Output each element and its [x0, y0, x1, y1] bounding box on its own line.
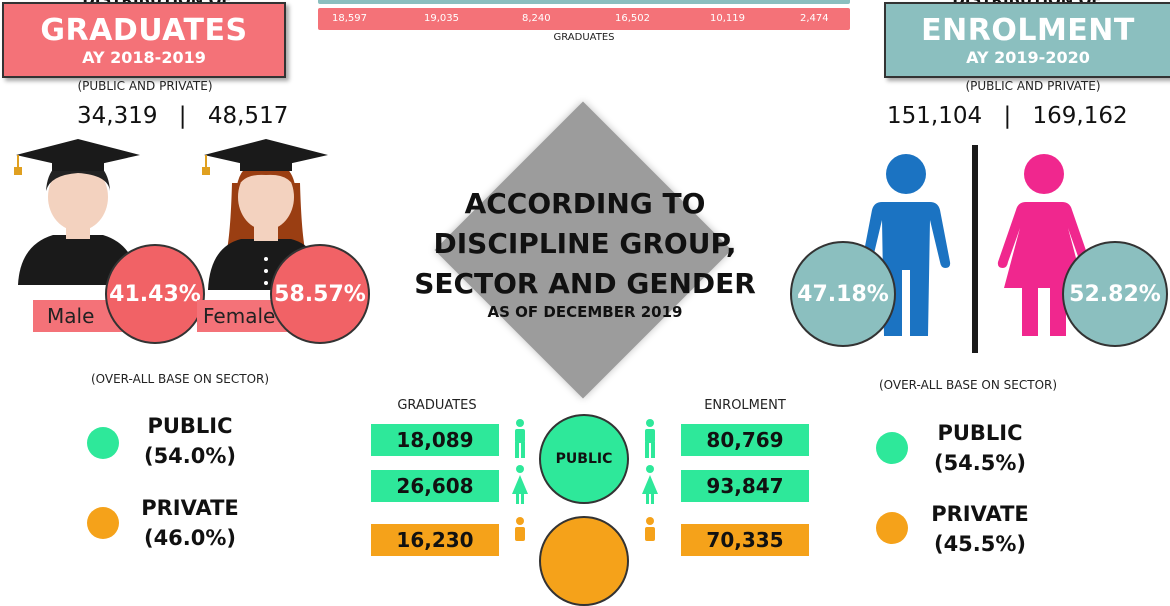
- graduates-public-legend: PUBLIC (54.0%): [130, 411, 250, 471]
- enrolment-banner-year: AY 2019-2020: [966, 48, 1090, 67]
- graduates-public-dot: [87, 427, 119, 459]
- grad-public-male-box: 18,089: [371, 424, 499, 456]
- enrolment-male-count: 151,104: [887, 103, 983, 129]
- graduates-banner-title: GRADUATES: [40, 13, 248, 48]
- enrolment-public-dot: [876, 432, 908, 464]
- top-table-header-strip: [318, 0, 850, 4]
- grad-private-male-box: 16,230: [371, 524, 499, 556]
- center-line-1: ACCORDING TO: [464, 187, 706, 220]
- top-table-value-1: 18,597: [332, 13, 367, 24]
- male-person-icon: [515, 517, 525, 541]
- enrol-private-male-box: 70,335: [681, 524, 809, 556]
- enrolment-male-pct: 47.18%: [797, 281, 889, 307]
- graduates-male-count: 34,319: [77, 103, 158, 129]
- graduates-banner: GRADUATES AY 2018-2019: [2, 2, 286, 78]
- enrolment-public-label: PUBLIC: [937, 421, 1023, 445]
- male-person-icon: [645, 517, 655, 541]
- top-table-value-2: 19,035: [424, 13, 459, 24]
- enrolment-public-legend: PUBLIC (54.5%): [920, 418, 1040, 478]
- public-circle: PUBLIC: [539, 414, 629, 504]
- graduates-public-label: PUBLIC: [147, 414, 233, 438]
- graduates-gender-counts: 34,319 | 48,517: [77, 103, 288, 129]
- graduates-separator: |: [178, 103, 187, 129]
- enrolment-private-dot: [876, 512, 908, 544]
- top-table-value-5: 10,119: [710, 13, 745, 24]
- graduates-private-legend: PRIVATE (46.0%): [130, 493, 250, 553]
- graduates-note: (PUBLIC AND PRIVATE): [77, 79, 213, 93]
- female-pct: 58.57%: [274, 281, 366, 307]
- female-label: Female: [203, 304, 276, 328]
- enrolment-female-pct-circle: 52.82%: [1062, 241, 1168, 347]
- private-circle: [539, 516, 629, 606]
- gender-divider: [972, 145, 978, 353]
- enrolment-private-pct: (45.5%): [933, 532, 1027, 556]
- enrol-public-female-box: 93,847: [681, 470, 809, 502]
- enrolment-banner: ENROLMENT AY 2019-2020: [884, 2, 1170, 78]
- grad-public-female-box: 26,608: [371, 470, 499, 502]
- enrolment-separator: |: [1003, 103, 1012, 129]
- female-pct-circle: 58.57%: [270, 244, 370, 344]
- graduates-private-label: PRIVATE: [141, 496, 239, 520]
- enrolment-private-legend: PRIVATE (45.5%): [920, 499, 1040, 559]
- top-table-value-4: 16,502: [615, 13, 650, 24]
- enrolment-public-pct: (54.5%): [933, 451, 1027, 475]
- center-line-2: DISCIPLINE GROUP,: [433, 227, 737, 260]
- graduates-public-pct: (54.0%): [143, 444, 237, 468]
- top-table-value-6: 2,474: [800, 13, 829, 24]
- male-graduate-icon: [14, 139, 140, 285]
- male-person-icon: [515, 419, 525, 458]
- male-pct-circle: 41.43%: [105, 244, 205, 344]
- graduates-private-pct: (46.0%): [143, 526, 237, 550]
- enrol-public-male-box: 80,769: [681, 424, 809, 456]
- female-graduate-icon: [202, 139, 328, 290]
- male-label: Male: [47, 304, 95, 328]
- graduates-sector-note: (OVER-ALL BASE ON SECTOR): [90, 372, 270, 386]
- enrolment-column-header: ENROLMENT: [704, 398, 786, 413]
- enrolment-private-label: PRIVATE: [931, 502, 1029, 526]
- center-subline: AS OF DECEMBER 2019: [487, 303, 683, 321]
- enrolment-banner-title: ENROLMENT: [921, 13, 1135, 48]
- center-headline: ACCORDING TO DISCIPLINE GROUP, SECTOR AN…: [395, 184, 775, 304]
- enrolment-gender-counts: 151,104 | 169,162: [887, 103, 1128, 129]
- female-figure-icon: [997, 154, 1091, 336]
- public-circle-label: PUBLIC: [555, 451, 613, 467]
- top-table-caption: GRADUATES: [553, 32, 615, 43]
- male-person-icon: [645, 419, 655, 458]
- enrolment-sector-note: (OVER-ALL BASE ON SECTOR): [878, 378, 1058, 392]
- center-line-3: SECTOR AND GENDER: [414, 267, 756, 300]
- graduates-female-count: 48,517: [207, 103, 289, 129]
- top-table-graduates-row: 18,597 19,035 8,240 16,502 10,119 2,474: [318, 8, 850, 30]
- top-table-value-3: 8,240: [522, 13, 551, 24]
- graduates-column-header: GRADUATES: [397, 398, 477, 413]
- graduates-banner-year: AY 2018-2019: [82, 48, 206, 67]
- enrolment-note: (PUBLIC AND PRIVATE): [965, 79, 1101, 93]
- female-person-icon: [512, 465, 528, 504]
- enrolment-female-pct: 52.82%: [1069, 281, 1161, 307]
- enrolment-male-pct-circle: 47.18%: [790, 241, 896, 347]
- female-person-icon: [642, 465, 658, 504]
- enrolment-female-count: 169,162: [1032, 103, 1128, 129]
- graduates-private-dot: [87, 507, 119, 539]
- male-pct: 41.43%: [109, 281, 201, 307]
